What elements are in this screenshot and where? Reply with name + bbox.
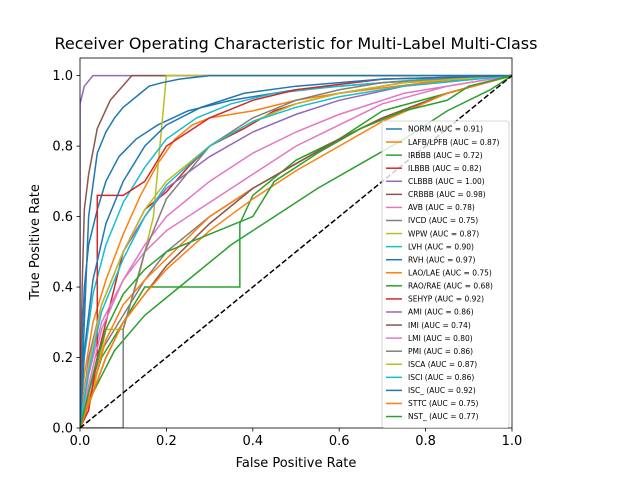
legend-entry: ILBBB (AUC = 0.82) <box>408 164 482 173</box>
series-line-lmi <box>80 74 512 428</box>
legend-entry: IRBBB (AUC = 0.72) <box>408 151 483 160</box>
legend-entry: LAO/LAE (AUC = 0.75) <box>408 268 492 277</box>
x-tick-label: 0.0 <box>70 434 91 449</box>
series-line-pmi <box>80 74 512 428</box>
y-tick-label: 0.2 <box>52 351 73 366</box>
axes: 0.0 0.2 0.4 0.6 0.8 1.0 0.0 0.2 0.4 0.6 0.8 1.0 <box>52 57 523 449</box>
plot-area <box>80 74 512 428</box>
x-tick-label: 0.2 <box>156 434 177 449</box>
series-line-rvh <box>80 74 512 428</box>
legend: NORM (AUC = 0.91) LAFB/LPFB (AUC = 0.87) I… <box>381 120 510 429</box>
series-line-lvh <box>80 74 512 428</box>
legend-box <box>381 120 510 429</box>
chance-line <box>80 75 512 428</box>
legend-entry: PMI (AUC = 0.86) <box>408 347 473 356</box>
legend-entry: CRBBB (AUC = 0.98) <box>408 190 486 199</box>
legend-entry: AVB (AUC = 0.78) <box>408 203 475 212</box>
series-line-nst- <box>80 74 512 428</box>
legend-entry: SEHYP (AUC = 0.92) <box>408 295 484 304</box>
legend-entry: ISCI (AUC = 0.86) <box>408 373 474 382</box>
legend-entry: IMI (AUC = 0.74) <box>408 321 471 330</box>
legend-entry: RAO/RAE (AUC = 0.68) <box>408 282 493 291</box>
y-tick-label: 0.8 <box>52 140 73 155</box>
legend-entry: STTC (AUC = 0.75) <box>408 399 479 408</box>
legend-entry: ISCA (AUC = 0.87) <box>408 360 477 369</box>
series-line-crbbb <box>80 74 512 428</box>
legend-entry: AMI (AUC = 0.86) <box>408 308 474 317</box>
series-line-isci <box>80 74 512 428</box>
series-line-isc- <box>80 74 512 428</box>
legend-entry: ISC_ (AUC = 0.92) <box>408 386 476 395</box>
y-tick-label: 0.4 <box>52 281 73 296</box>
plot-frame <box>79 57 513 429</box>
chart-title: Receiver Operating Characteristic for Mu… <box>55 34 538 53</box>
series-line-rao-rae <box>80 74 512 428</box>
legend-entry: NORM (AUC = 0.91) <box>408 125 483 134</box>
legend-entry: LMI (AUC = 0.80) <box>408 334 473 343</box>
legend-entry: LVH (AUC = 0.90) <box>408 242 474 251</box>
x-axis-title: False Positive Rate <box>236 456 357 471</box>
series-line-irbbb <box>80 74 512 428</box>
legend-entry: IVCD (AUC = 0.75) <box>408 216 478 225</box>
legend-entry: LAFB/LPFB (AUC = 0.87) <box>408 138 500 147</box>
series-line-avb <box>80 74 512 428</box>
y-tick-label: 0.0 <box>52 422 73 437</box>
legend-entry: WPW (AUC = 0.87) <box>408 229 479 238</box>
x-tick-label: 0.8 <box>415 434 436 449</box>
y-tick-label: 0.6 <box>52 210 73 225</box>
x-tick-label: 1.0 <box>502 434 523 449</box>
x-tick-label: 0.6 <box>329 434 350 449</box>
legend-entry: RVH (AUC = 0.97) <box>408 255 475 264</box>
series-line-isca <box>80 74 512 428</box>
x-tick-label: 0.4 <box>242 434 263 449</box>
y-tick-label: 1.0 <box>52 69 73 84</box>
legend-entry: NST_ (AUC = 0.77) <box>408 412 479 421</box>
y-axis-title: True Positive Rate <box>28 184 43 301</box>
legend-entry: CLBBB (AUC = 1.00) <box>408 177 485 186</box>
